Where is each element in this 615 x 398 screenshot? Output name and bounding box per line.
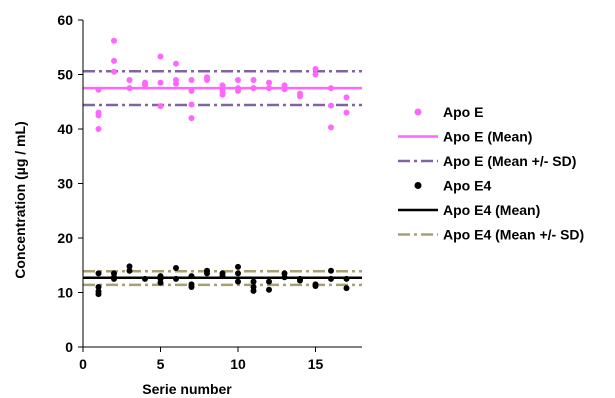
series-0-point-30	[250, 85, 257, 92]
series-3-point-3	[95, 291, 102, 298]
series-3-point-39	[343, 285, 350, 292]
series-0-point-26	[235, 76, 241, 83]
series-0-point-41	[328, 124, 334, 131]
y-tick-label-0: 0	[65, 339, 73, 355]
series-0-point-25	[219, 91, 226, 98]
series-3-point-35	[312, 282, 319, 289]
x-tick-label-0: 0	[79, 356, 87, 372]
series-0-point-20	[188, 115, 195, 122]
y-tick-label-4: 40	[57, 121, 73, 137]
series-3-point-25	[250, 278, 257, 285]
series-0-point-42	[343, 94, 350, 101]
legend-label-2: Apo E (Mean +/- SD)	[443, 153, 576, 169]
series-0-point-16	[173, 80, 179, 87]
plot-area: 0 10 20 30 40 50 60 0 5 10 15	[57, 12, 362, 372]
series-3-point-14	[173, 275, 179, 282]
y-tick-label-5: 50	[57, 67, 73, 83]
series-0-point-5	[111, 57, 117, 64]
series-3-point-9	[142, 275, 148, 282]
y-tick-label-3: 30	[57, 176, 73, 192]
series-3-point-12	[157, 279, 164, 286]
series-3-point-27	[250, 287, 257, 294]
series-0-point-13	[157, 103, 164, 110]
series-0-point-31	[266, 79, 272, 86]
series-3-point-15	[188, 273, 195, 280]
legend-label-3: Apo E4	[443, 178, 491, 194]
series-0-point-32	[266, 85, 272, 92]
series-0-point-43	[343, 109, 350, 116]
series-3-point-8	[126, 267, 133, 274]
series-3-point-17	[188, 284, 195, 291]
series-0-point-17	[188, 76, 195, 83]
y-tick-label-1: 10	[57, 285, 73, 301]
series-0-point-2	[95, 112, 102, 119]
x-tick-label-1: 5	[157, 356, 165, 372]
series-0-point-36	[297, 93, 303, 100]
series-3-point-28	[266, 278, 272, 285]
series-3-point-7	[126, 263, 133, 270]
series-0-point-0	[95, 86, 102, 93]
series-0-point-11	[157, 53, 164, 60]
series-0-point-6	[111, 68, 117, 75]
series-0-point-14	[173, 60, 179, 67]
series-0-point-23	[219, 82, 226, 89]
series-3-point-19	[204, 270, 210, 277]
series-3-point-6	[111, 275, 117, 282]
series-0-point-22	[204, 76, 210, 83]
legend-marker-0	[414, 108, 422, 116]
series-0-point-29	[250, 76, 257, 83]
series-0-point-10	[142, 82, 148, 89]
series-3-point-36	[328, 267, 334, 274]
series-3-point-31	[281, 274, 288, 281]
series-3-point-33	[297, 277, 303, 284]
series-0-point-3	[95, 126, 102, 132]
series-0-point-34	[281, 86, 288, 93]
series-0-point-18	[188, 87, 195, 94]
x-axis-label: Serie number	[142, 381, 232, 397]
series-0-point-4	[111, 37, 117, 44]
series-3-point-22	[235, 263, 241, 270]
legend-label-4: Apo E4 (Mean)	[443, 202, 540, 218]
series-0-point-19	[188, 101, 195, 108]
x-tick-label-2: 10	[230, 356, 246, 372]
series-3-point-13	[173, 264, 179, 271]
y-tick-label-2: 20	[57, 230, 73, 246]
legend: Apo E Apo E (Mean) Apo E (Mean +/- SD) Apo …	[398, 104, 584, 243]
y-axis-label: Concentration (µg / mL)	[12, 121, 28, 278]
series-3-point-0	[95, 270, 102, 277]
legend-label-0: Apo E	[443, 104, 483, 120]
series-0-point-39	[328, 85, 334, 92]
series-3-point-29	[266, 286, 272, 293]
series-3-point-1	[95, 284, 102, 291]
series-0-point-38	[312, 71, 319, 78]
series-0-point-8	[126, 85, 133, 92]
series-0-point-40	[328, 102, 334, 109]
series-3-point-38	[343, 275, 350, 282]
y-tick-label-6: 60	[57, 12, 73, 28]
series-3-point-37	[328, 275, 334, 282]
series-0-point-12	[157, 79, 164, 86]
series-0-point-7	[126, 76, 133, 83]
x-tick-label-3: 15	[308, 356, 324, 372]
series-0-point-28	[235, 87, 241, 94]
series-3-point-24	[235, 278, 241, 285]
series-3-point-23	[235, 270, 241, 277]
legend-label-1: Apo E (Mean)	[443, 129, 532, 145]
series-0-point-37	[312, 66, 319, 73]
legend-marker-3	[414, 182, 422, 189]
series-3-point-21	[219, 273, 226, 280]
legend-label-5: Apo E4 (Mean +/- SD)	[443, 227, 584, 243]
